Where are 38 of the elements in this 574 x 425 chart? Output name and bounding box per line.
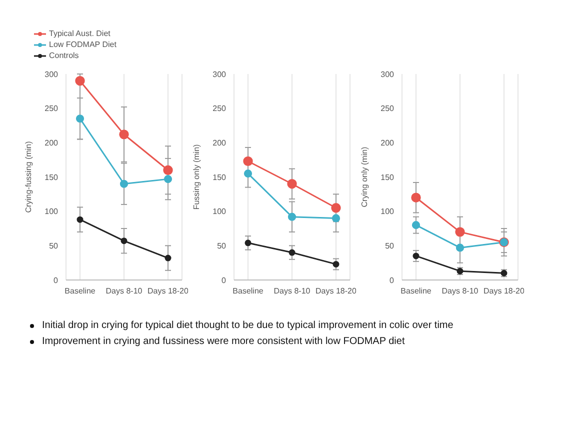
y-tick-label: 50 xyxy=(385,242,395,251)
y-tick-label: 250 xyxy=(380,104,395,114)
y-tick-label: 300 xyxy=(212,70,227,79)
y-axis-title: Fussing only (min) xyxy=(192,144,201,210)
x-tick-label: Days 8-10 xyxy=(274,286,311,296)
y-tick-label: 100 xyxy=(380,207,395,216)
y-tick-label: 200 xyxy=(380,138,395,148)
y-axis-title: Crying only (min) xyxy=(360,146,369,208)
y-tick-label: 200 xyxy=(44,138,59,148)
y-tick-label: 100 xyxy=(212,207,227,216)
y-tick-label: 0 xyxy=(54,276,59,285)
legend-label: Controls xyxy=(49,50,79,61)
y-tick-label: 200 xyxy=(212,138,227,148)
text: Improvement in crying and fussiness were more consistent with low FODMAP diet xyxy=(42,335,405,349)
x-tick-label: Days 8-10 xyxy=(106,286,143,296)
x-tick-label: Days 18-20 xyxy=(316,286,357,296)
y-tick-label: 300 xyxy=(380,70,395,79)
x-tick-label: Baseline xyxy=(232,286,264,296)
y-tick-label: 150 xyxy=(380,172,395,182)
text: Initial drop in crying for typical diet thought to be due to typical improvement in colic over time xyxy=(42,319,454,333)
legend-label: Low FODMAP Diet xyxy=(49,39,116,50)
y-tick-label: 0 xyxy=(222,276,227,285)
x-tick-label: Baseline xyxy=(64,286,96,296)
x-tick-label: Days 18-20 xyxy=(484,286,525,296)
legend-label: Typical Aust. Diet xyxy=(49,28,110,39)
y-tick-label: 300 xyxy=(44,70,59,79)
y-tick-label: 150 xyxy=(44,172,59,182)
x-tick-label: Baseline xyxy=(400,286,432,296)
y-tick-label: 150 xyxy=(212,172,227,182)
y-tick-label: 250 xyxy=(212,104,227,114)
y-tick-label: 50 xyxy=(49,242,59,251)
y-axis-title: Crying-fussing (min) xyxy=(24,140,33,213)
x-tick-label: Days 18-20 xyxy=(148,286,189,296)
y-tick-label: 250 xyxy=(44,104,59,114)
y-tick-label: 0 xyxy=(390,276,395,285)
x-tick-label: Days 8-10 xyxy=(442,286,479,296)
y-tick-label: 50 xyxy=(217,242,227,251)
y-tick-label: 100 xyxy=(44,207,59,216)
